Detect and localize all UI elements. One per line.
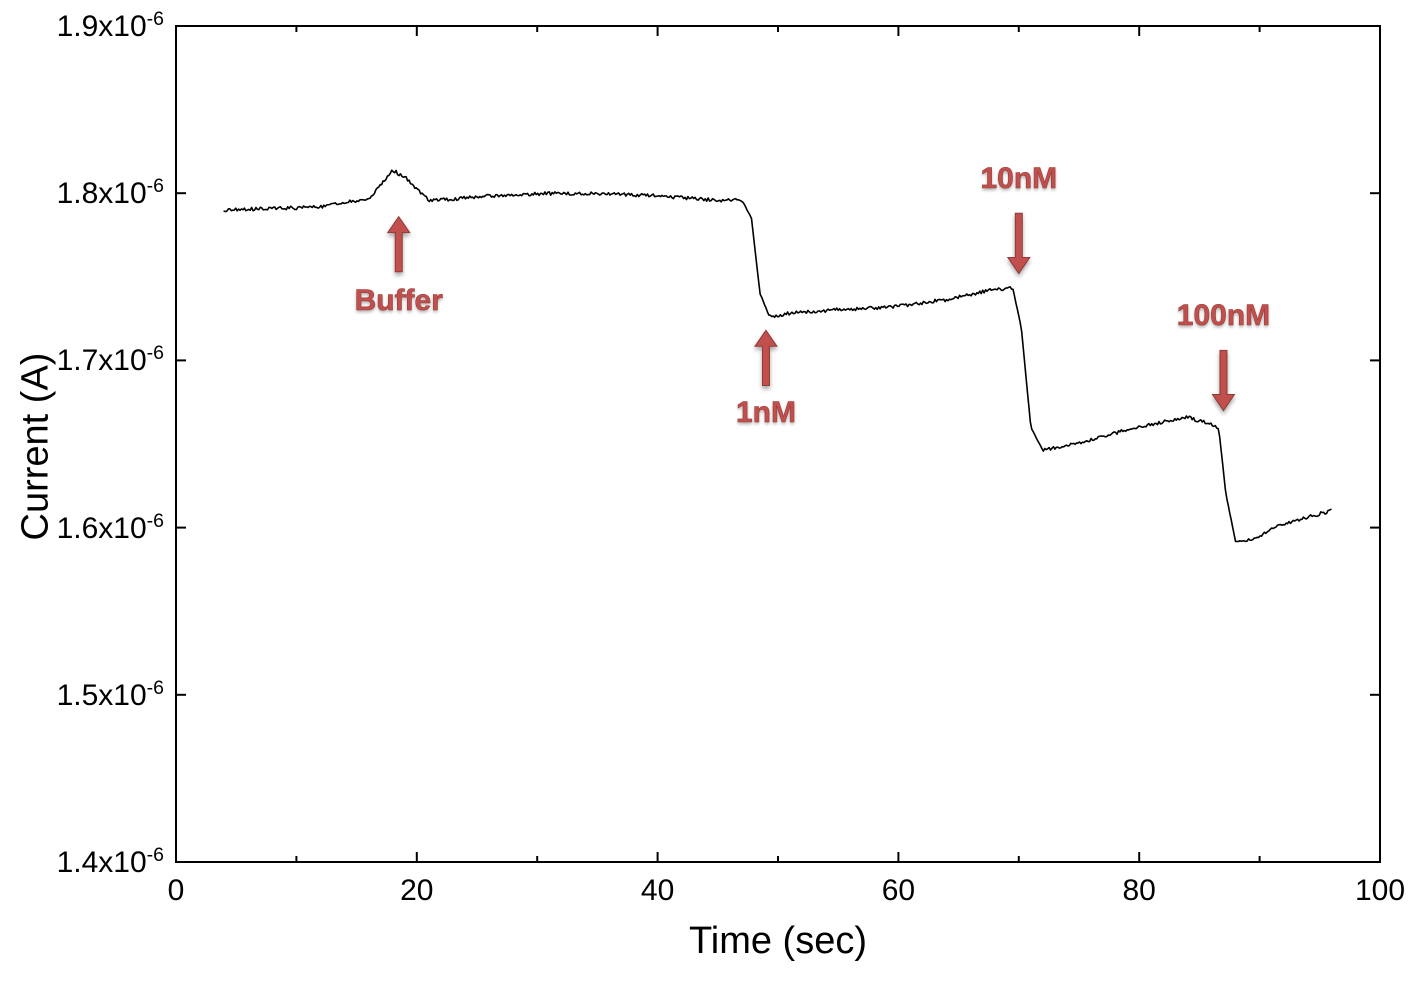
- annotation-arrow-1nM: [755, 330, 777, 385]
- figure: Current (A) Time (sec) 0204060801001.4x1…: [0, 0, 1419, 997]
- data-trace: [224, 170, 1331, 541]
- annotation-arrow-10nM: [1008, 213, 1030, 273]
- annotation-label-10nM: 10nM: [929, 162, 1109, 196]
- x-tick-label: 60: [868, 874, 928, 908]
- x-tick-label: 20: [387, 874, 447, 908]
- plot-svg: [0, 0, 1419, 997]
- y-axis-label: Current (A): [15, 29, 58, 865]
- y-tick-label: 1.5x10-6: [57, 677, 164, 713]
- y-tick-label: 1.8x10-6: [57, 175, 164, 211]
- annotation-label-1nM: 1nM: [676, 396, 856, 430]
- x-tick-label: 40: [628, 874, 688, 908]
- x-tick-label: 80: [1109, 874, 1169, 908]
- y-tick-label: 1.7x10-6: [57, 342, 164, 378]
- annotation-arrow-buffer: [388, 217, 410, 272]
- annotation-label-buffer: Buffer: [309, 284, 489, 318]
- y-tick-label: 1.6x10-6: [57, 510, 164, 546]
- y-tick-label: 1.9x10-6: [57, 8, 164, 44]
- x-tick-label: 100: [1350, 874, 1410, 908]
- annotation-arrow-100nM: [1212, 350, 1234, 410]
- x-axis-label: Time (sec): [176, 920, 1380, 963]
- annotation-label-100nM: 100nM: [1133, 299, 1313, 333]
- y-tick-label: 1.4x10-6: [57, 844, 164, 880]
